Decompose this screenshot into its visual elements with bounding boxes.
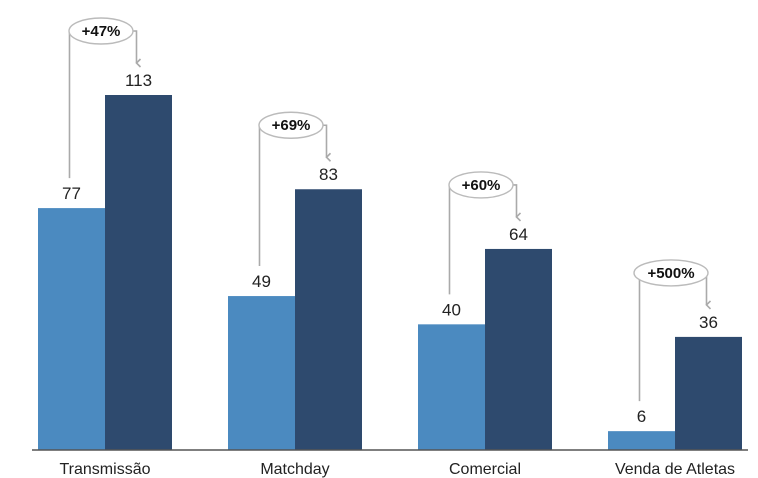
growth-label-3: +60% <box>462 177 501 194</box>
category-label-4: Venda de Atletas <box>615 461 735 478</box>
connector-arrow-4 <box>705 272 712 310</box>
connector-left-1 <box>68 30 71 179</box>
bar-dark-1 <box>105 95 172 450</box>
category-label-2: Matchday <box>260 461 329 478</box>
connector-arrow-3 <box>513 184 522 222</box>
connector-left-3 <box>448 184 451 295</box>
bar-light-2 <box>228 296 295 450</box>
growth-annotations-layer: +47% +69% +60% +500% <box>68 17 709 287</box>
growth-badge-1 <box>68 17 134 45</box>
category-labels-layer: Transmissão Matchday Comercial Venda de Atl… <box>60 461 736 478</box>
value-label-light-2: 49 <box>252 272 271 291</box>
value-label-light-1: 77 <box>62 184 81 203</box>
bar-dark-3 <box>485 248 552 450</box>
growth-label-2: +69% <box>272 117 311 134</box>
growth-label-1: +47% <box>82 23 121 40</box>
bar-light-4 <box>608 431 675 450</box>
connector-arrow-2 <box>323 124 332 162</box>
growth-badge-4 <box>633 259 709 287</box>
bar-light-3 <box>418 324 485 450</box>
value-label-light-4: 6 <box>637 407 646 426</box>
connector-left-2 <box>258 124 261 267</box>
value-label-light-3: 40 <box>442 300 461 319</box>
value-label-dark-3: 64 <box>509 225 528 244</box>
bars-layer <box>38 95 742 450</box>
value-label-dark-1: 113 <box>125 71 152 90</box>
growth-badge-3 <box>448 171 514 199</box>
growth-badge-2 <box>258 111 324 139</box>
category-label-3: Comercial <box>449 461 521 478</box>
bar-light-1 <box>38 208 105 450</box>
bar-dark-2 <box>295 189 362 450</box>
growth-label-4: +500% <box>647 265 694 282</box>
value-label-dark-2: 83 <box>319 165 338 184</box>
category-label-1: Transmissão <box>60 461 151 478</box>
connector-left-4 <box>634 272 641 402</box>
value-label-dark-4: 36 <box>699 313 718 332</box>
connector-arrow-1 <box>133 30 142 68</box>
bar-dark-4 <box>675 336 742 450</box>
value-labels-layer: 77 113 49 83 40 64 6 36 <box>62 71 718 426</box>
